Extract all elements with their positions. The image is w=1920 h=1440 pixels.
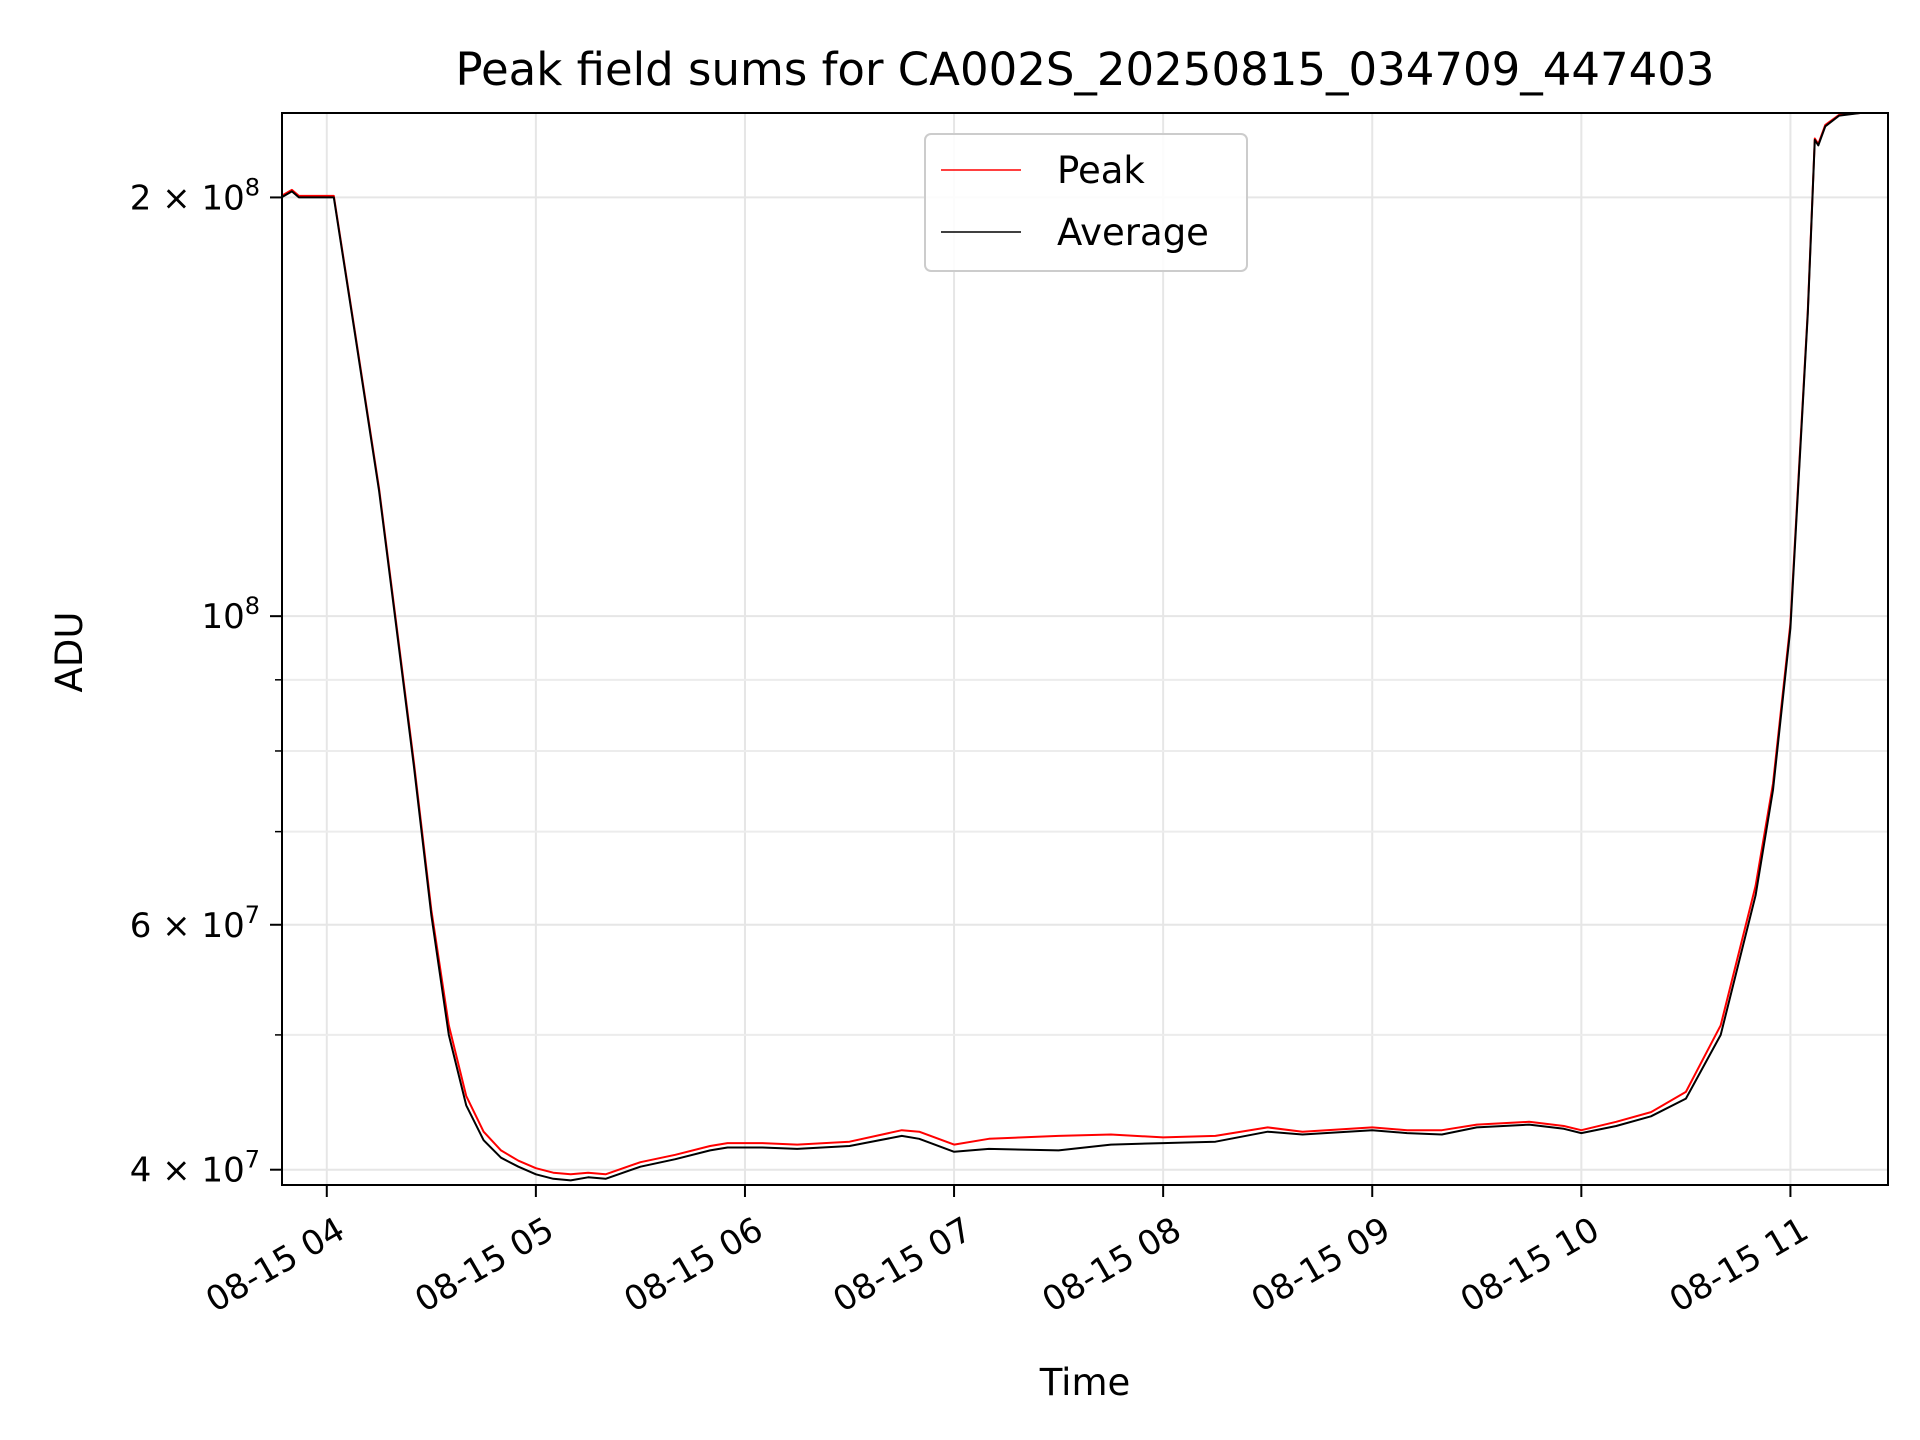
plot-frame [281, 112, 1889, 1186]
series-line-average [281, 112, 1888, 1182]
chart-title: Peak field sums for CA002S_20250815_0347… [455, 43, 1714, 96]
y-tick-label: 4 × 107 [130, 1146, 260, 1191]
y-axis-label: ADU [48, 612, 91, 693]
y-tick-label: 6 × 107 [130, 901, 260, 946]
y-tick-label: 2 × 108 [130, 173, 260, 218]
legend-average-label: Average [1057, 211, 1209, 254]
grid [282, 113, 1888, 1185]
legend-frame [924, 133, 1248, 272]
x-axis-label: Time [1039, 1361, 1131, 1404]
legend-peak-label: Peak [1057, 149, 1145, 192]
legend: Peak Average [924, 133, 1248, 272]
series-lines [281, 112, 1888, 1182]
series-line-peak [281, 112, 1888, 1176]
